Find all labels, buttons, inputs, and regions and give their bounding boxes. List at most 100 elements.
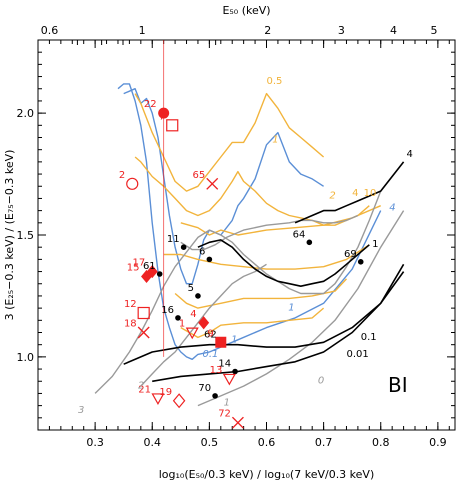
black-point-5	[195, 293, 201, 299]
red-point-label-21: 21	[138, 384, 151, 395]
red-point-72	[231, 416, 244, 429]
curve-label-4: 10	[364, 188, 377, 199]
top-tick-label-5: 5	[430, 24, 437, 37]
top-tick-label-3: 3	[338, 24, 345, 37]
curve-label-5: 4	[406, 149, 412, 160]
black-point-label-62: 62	[204, 329, 217, 340]
black-point-69	[357, 259, 364, 265]
black-point-61	[156, 271, 163, 277]
black-point-label-69: 69	[344, 249, 357, 260]
black-point-label-61: 61	[143, 261, 156, 272]
axes-frame: 0.3 0.4 0.5 0.6 0.7 0.8 0.91.01.52.00.6 1 2 3 4 5	[17, 24, 456, 449]
x-tick-label-6: 0.9	[429, 436, 447, 449]
curve-5	[163, 244, 370, 270]
curve-label-15: 0.1	[203, 349, 219, 360]
plot-frame	[37, 39, 456, 431]
red-point-13	[222, 373, 236, 386]
curve-label-16: 1	[224, 398, 230, 409]
red-point-18	[137, 326, 150, 339]
curve-13	[197, 239, 370, 287]
curve-label-11: 0.01	[346, 349, 368, 360]
curve-2	[134, 92, 325, 192]
curve-14	[123, 271, 405, 365]
red-point-label-12: 12	[124, 299, 137, 310]
curve-9	[94, 190, 382, 394]
red-point-7	[166, 119, 179, 132]
black-point-label-70: 70	[198, 383, 211, 394]
x-tick-label-3: 0.6	[258, 436, 276, 449]
curve-label-3: 4	[352, 188, 358, 199]
y-tick-label-2: 2.0	[17, 107, 35, 120]
top-axis-title: E₅₀ (keV)	[222, 4, 270, 17]
curve-label-7: 1	[372, 239, 378, 250]
top-tick-label-2: 2	[264, 24, 271, 37]
red-point-label-1: 1	[179, 319, 185, 330]
model-curves	[94, 40, 405, 407]
x-tick-label-0: 0.3	[86, 436, 104, 449]
red-point-1	[185, 327, 199, 340]
black-point-label-11: 11	[167, 234, 180, 245]
x-tick-label-2: 0.5	[201, 436, 219, 449]
red-point-12	[137, 306, 150, 320]
curve-3	[134, 156, 370, 226]
red-point-label-19: 19	[159, 387, 172, 398]
black-point-label-64: 64	[293, 229, 306, 240]
curve-label-13: 2	[138, 381, 144, 392]
red-point-label-65: 65	[192, 170, 205, 181]
x-tick-label-5: 0.8	[372, 436, 390, 449]
black-point-11	[180, 244, 187, 250]
red-point-65	[206, 177, 219, 190]
red-point-label-9: 9	[207, 328, 213, 339]
curve-label-14: 3	[78, 405, 84, 416]
red-point-label-15: 15	[127, 262, 140, 273]
curve-label-8: 1	[288, 303, 294, 314]
red-point-label-22: 22	[144, 99, 157, 110]
red-point-4	[198, 316, 210, 330]
data-markers	[126, 107, 364, 429]
black-point-14	[232, 368, 238, 375]
red-point-22	[158, 107, 170, 119]
black-point-label-5: 5	[188, 283, 194, 294]
curve-label-2: 2	[329, 190, 335, 201]
curve-label-9: 1	[231, 334, 237, 345]
curve-7	[180, 307, 325, 339]
panel-label: BI	[388, 373, 408, 397]
curve-label-0: 0.5	[266, 76, 282, 87]
red-point-label-7: 7	[159, 111, 165, 122]
black-point-label-14: 14	[218, 359, 231, 370]
red-point-21	[151, 393, 165, 406]
curve-11	[197, 210, 405, 407]
curve-8	[180, 214, 359, 251]
curve-label-6: 4	[389, 203, 395, 214]
black-point-label-16: 16	[161, 305, 174, 316]
curve-10	[140, 263, 267, 387]
red-point-label-13: 13	[210, 365, 223, 376]
red-point-label-4: 4	[190, 309, 196, 320]
top-tick-label-0: 0.6	[41, 24, 59, 37]
red-point-19	[172, 393, 186, 409]
curve-label-10: 0.1	[361, 332, 377, 343]
red-point-label-72: 72	[218, 409, 231, 420]
black-point-6	[206, 256, 213, 263]
x-axis-title: log₁₀(E₅₀/0.3 keV) / log₁₀(7 keV/0.3 keV…	[159, 468, 375, 481]
red-point-label-18: 18	[124, 319, 137, 330]
red-point-2	[126, 177, 139, 190]
red-point-label-17: 17	[133, 258, 146, 269]
red-point-15	[141, 269, 153, 284]
curve-15	[152, 263, 405, 383]
curve-12	[294, 161, 405, 224]
curve-1	[117, 83, 382, 360]
y-tick-label-0: 1.0	[17, 351, 35, 364]
x-tick-label-4: 0.7	[315, 436, 333, 449]
y-tick-label-1: 1.5	[17, 229, 35, 242]
red-point-9	[215, 336, 227, 348]
y-axis-title: 3 (E₂₅−0.3 keV) / (E₇₅−0.3 keV)	[3, 150, 16, 321]
black-point-label-6: 6	[199, 246, 205, 257]
curve-label-12: 0	[318, 376, 324, 387]
curve-label-1: 1	[272, 134, 278, 145]
top-tick-label-1: 1	[139, 24, 146, 37]
black-point-16	[175, 315, 181, 321]
black-point-64	[306, 239, 313, 246]
